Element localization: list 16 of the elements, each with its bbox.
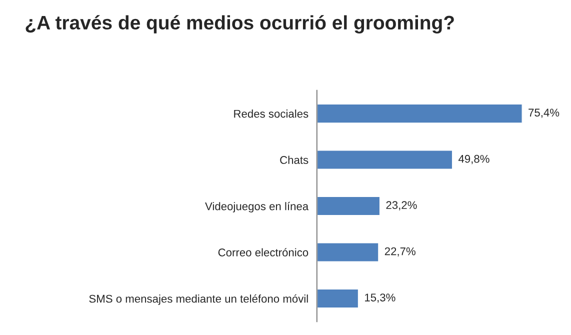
y-tick-label: SMS o mensajes mediante un teléfono móvil	[89, 294, 308, 305]
y-tick-label: Chats	[280, 156, 308, 164]
y-tick-label: Redes sociales	[234, 110, 308, 118]
bar	[316, 242, 380, 263]
bar	[316, 103, 522, 124]
chart-title: ¿A través de qué medios ocurrió el grooming?	[26, 15, 454, 34]
data-label: 49,8%	[458, 154, 490, 164]
data-label: 22,7%	[384, 247, 416, 257]
data-label: 15,3%	[365, 294, 396, 303]
bar	[316, 196, 381, 216]
bar	[316, 288, 360, 309]
bar	[316, 149, 454, 170]
y-tick-label: Videojuegos en línea	[205, 202, 309, 212]
data-label: 23,2%	[386, 201, 417, 210]
data-label: 75,4%	[528, 108, 560, 118]
y-tick-label: Correo electrónico	[218, 248, 308, 256]
